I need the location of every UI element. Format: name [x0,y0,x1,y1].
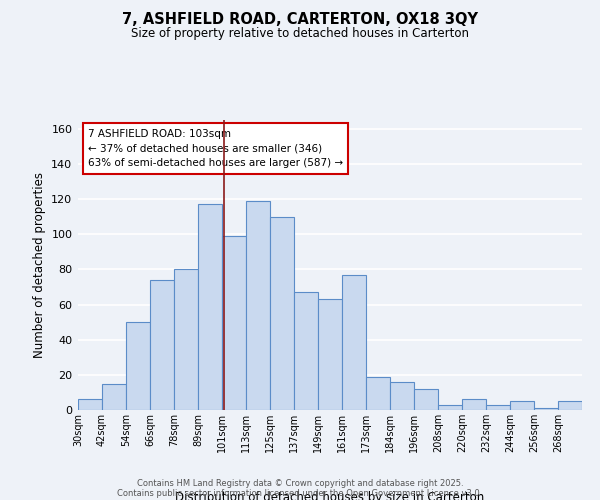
Bar [558,401,582,410]
Bar [486,404,510,410]
Bar [102,384,126,410]
Bar [414,389,438,410]
Y-axis label: Number of detached properties: Number of detached properties [33,172,46,358]
Bar [462,400,486,410]
Bar [270,216,294,410]
Bar [342,274,366,410]
Text: Contains HM Land Registry data © Crown copyright and database right 2025.: Contains HM Land Registry data © Crown c… [137,478,463,488]
Bar [222,236,246,410]
Text: Size of property relative to detached houses in Carterton: Size of property relative to detached ho… [131,28,469,40]
Bar [126,322,150,410]
Bar [150,280,174,410]
Text: 7 ASHFIELD ROAD: 103sqm
← 37% of detached houses are smaller (346)
63% of semi-d: 7 ASHFIELD ROAD: 103sqm ← 37% of detache… [88,128,343,168]
Bar [318,300,342,410]
Text: 7, ASHFIELD ROAD, CARTERTON, OX18 3QY: 7, ASHFIELD ROAD, CARTERTON, OX18 3QY [122,12,478,28]
Bar [174,270,198,410]
Bar [534,408,558,410]
Bar [510,401,534,410]
Bar [438,404,462,410]
Bar [198,204,222,410]
Bar [390,382,414,410]
Text: Contains public sector information licensed under the Open Government Licence v3: Contains public sector information licen… [118,488,482,498]
Bar [246,201,270,410]
Bar [294,292,318,410]
Bar [366,376,390,410]
X-axis label: Distribution of detached houses by size in Carterton: Distribution of detached houses by size … [175,491,485,500]
Bar [78,400,102,410]
